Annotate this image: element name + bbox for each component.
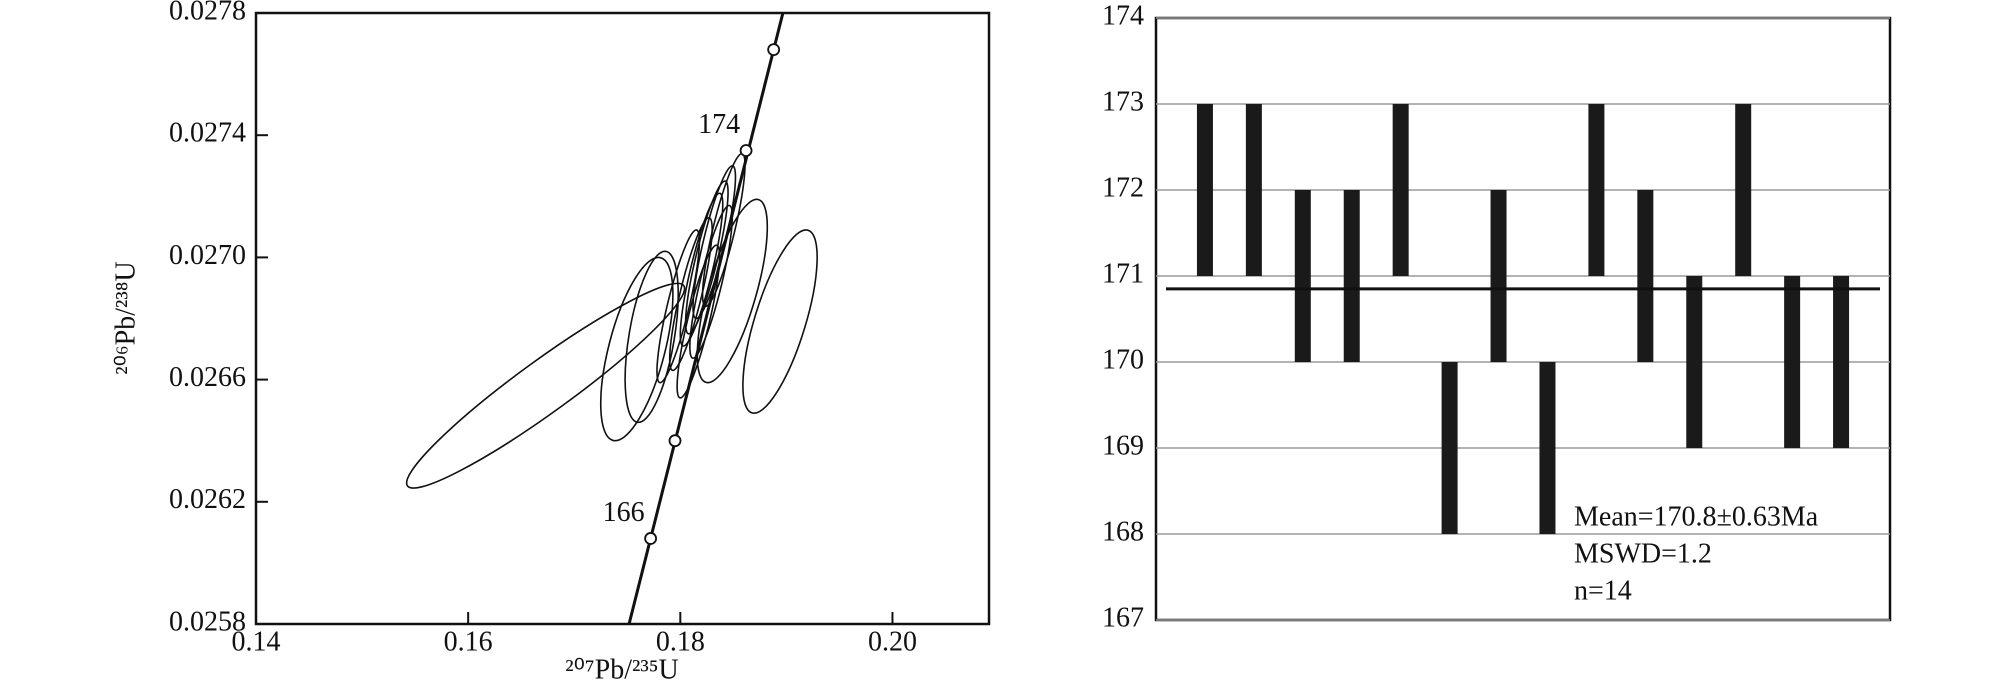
age-marker	[739, 144, 753, 157]
error-bar	[1441, 362, 1458, 534]
y-tick-label: 170	[1102, 344, 1144, 375]
error-ellipse	[624, 250, 679, 424]
y-tick-label: 0.0278	[169, 0, 246, 26]
x-tick-label: 0.20	[868, 626, 917, 657]
age-marker	[644, 532, 658, 545]
y-tick-label: 174	[1102, 0, 1144, 31]
y-axis-label: ²⁰⁶Pb/²³⁸U	[110, 261, 141, 375]
x-axis-label: ²⁰⁷Pb/²³⁵U	[565, 654, 679, 685]
error-bar	[1637, 190, 1654, 362]
error-bar	[1392, 104, 1409, 276]
y-tick-label: 167	[1102, 602, 1144, 633]
plot-area	[405, 13, 818, 624]
error-ellipse	[689, 204, 734, 360]
error-bar	[1735, 104, 1752, 276]
error-bar	[1245, 104, 1262, 276]
annotation: Mean=170.8±0.63Ma	[1574, 501, 1819, 532]
error-ellipse	[684, 180, 729, 335]
x-tick-label: 0.16	[444, 626, 493, 657]
y-tick-label: 172	[1102, 172, 1144, 203]
error-ellipse	[742, 229, 818, 415]
error-bar	[1343, 190, 1360, 362]
error-bar	[1539, 362, 1556, 534]
annotation: MSWD=1.2	[1574, 538, 1712, 569]
error-ellipse	[599, 256, 674, 442]
error-bar	[1490, 190, 1507, 362]
error-ellipse	[679, 192, 724, 347]
y-tick-label: 0.0266	[169, 362, 246, 393]
age-marker	[668, 434, 682, 448]
error-ellipse	[656, 229, 701, 384]
x-tick-label: 0.14	[232, 626, 281, 657]
error-bar	[1196, 104, 1213, 276]
error-ellipse	[405, 282, 686, 489]
error-bar	[1294, 190, 1311, 362]
y-tick-label: 0.0274	[169, 118, 246, 149]
y-tick-label: 173	[1102, 86, 1144, 117]
age-label: 166	[603, 497, 645, 528]
y-tick-label: 168	[1102, 516, 1144, 547]
y-tick-label: 171	[1102, 258, 1144, 289]
y-tick-label: 0.0262	[169, 484, 246, 515]
age-label: 174	[698, 109, 740, 140]
y-tick-label: 169	[1102, 430, 1144, 461]
error-bar	[1784, 276, 1801, 448]
error-bar	[1833, 276, 1850, 448]
annotation: n=14	[1574, 575, 1632, 606]
x-tick-label: 0.18	[656, 626, 705, 657]
y-tick-label: 0.0258	[169, 606, 246, 637]
y-tick-label: 0.0270	[169, 240, 246, 271]
error-ellipse	[676, 244, 721, 399]
age-marker	[767, 43, 781, 57]
concordia-curve	[627, 13, 785, 624]
error-bar	[1686, 276, 1703, 448]
left-frame	[254, 11, 991, 626]
error-bar	[1588, 104, 1605, 276]
